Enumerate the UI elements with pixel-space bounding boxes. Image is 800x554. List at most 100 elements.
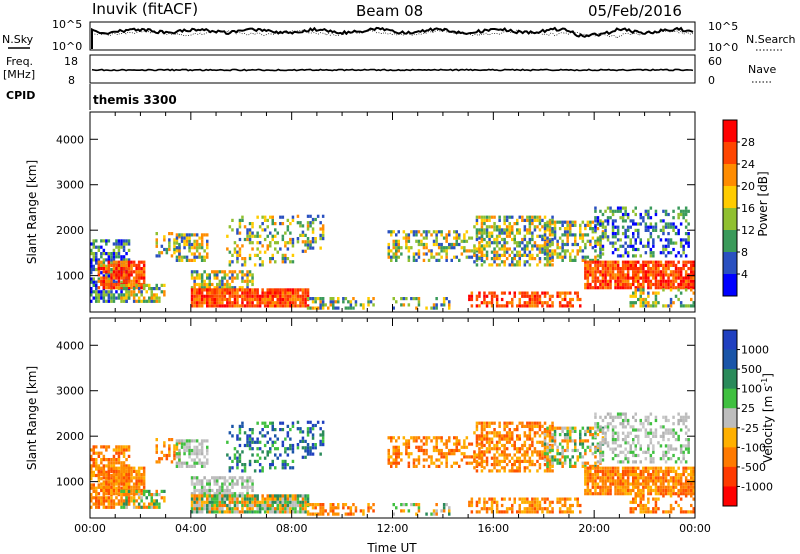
echo-cell (107, 476, 111, 480)
echo-cell (548, 237, 552, 242)
echo-cell (332, 297, 335, 301)
echo-cell (566, 442, 569, 446)
echo-cell (90, 242, 93, 246)
echo-cell (200, 461, 204, 465)
echo-cell (536, 469, 539, 473)
echo-cell (616, 238, 620, 242)
echo-cell (102, 464, 106, 468)
echo-cell (226, 453, 229, 457)
echo-cell (120, 469, 123, 473)
echo-cell (296, 240, 300, 244)
echo-cell (412, 439, 416, 443)
echo-cell (551, 426, 554, 430)
echo-cell (538, 250, 542, 254)
echo-cell (405, 297, 408, 301)
echo-cell (541, 510, 544, 514)
echo-cell (584, 476, 587, 480)
echo-cell (483, 222, 486, 226)
echo-cell (596, 216, 600, 220)
echo-cell (299, 301, 302, 305)
echo-cell (538, 453, 542, 457)
echo-cell (493, 237, 496, 242)
echo-cell (548, 431, 552, 435)
echo-cell (251, 503, 254, 508)
echo-cell (435, 503, 438, 507)
echo-cell (127, 293, 131, 297)
echo-cell (279, 507, 282, 511)
echo-cell (672, 286, 675, 290)
echo-cell (445, 255, 448, 259)
echo-cell (634, 247, 637, 252)
echo-cell (548, 469, 552, 473)
echo-cell (531, 244, 534, 248)
echo-cell (591, 286, 595, 290)
echo-cell (258, 263, 262, 267)
echo-cell (284, 297, 287, 302)
echo-cell (478, 294, 481, 298)
echo-cell (125, 242, 128, 246)
echo-cell (148, 299, 151, 303)
echo-cell (299, 297, 302, 302)
echo-cell (200, 258, 204, 262)
echo-cell (687, 209, 690, 213)
echo-cell (609, 206, 612, 210)
echo-cell (193, 288, 196, 292)
echo-cell (652, 241, 655, 245)
echo-cell (117, 286, 121, 290)
echo-cell (458, 258, 461, 262)
echo-cell (601, 479, 605, 483)
echo-cell (248, 447, 252, 451)
echo-cell (516, 428, 519, 432)
echo-cell (445, 461, 448, 465)
echo-cell (543, 507, 547, 511)
echo-cell (546, 461, 549, 465)
echo-cell (669, 488, 673, 493)
echo-cell (551, 424, 554, 428)
echo-cell (541, 301, 544, 305)
echo-cell (533, 421, 537, 425)
echo-cell (594, 209, 597, 213)
echo-cell (483, 500, 486, 504)
echo-cell (536, 297, 539, 302)
echo-cell (478, 463, 481, 467)
echo-cell (100, 458, 103, 462)
echo-cell (508, 231, 511, 235)
echo-cell (425, 458, 428, 462)
echo-cell (445, 503, 448, 507)
echo-cell (342, 297, 345, 301)
echo-cell (526, 437, 529, 441)
echo-cell (148, 489, 151, 493)
echo-cell (263, 507, 267, 511)
echo-cell (238, 253, 242, 257)
echo-cell (175, 452, 179, 456)
echo-cell (669, 270, 673, 274)
echo-cell (236, 297, 239, 302)
echo-cell (629, 225, 632, 229)
echo-cell (258, 294, 262, 298)
echo-cell (684, 279, 688, 283)
echo-cell (584, 473, 587, 477)
echo-cell (672, 482, 675, 486)
echo-cell (95, 489, 98, 493)
echo-cell (155, 447, 158, 451)
echo-cell (480, 507, 484, 511)
echo-cell (616, 263, 620, 267)
echo-cell (470, 510, 474, 514)
echo-cell (569, 426, 572, 430)
echo-cell (581, 445, 585, 449)
echo-cell (490, 421, 494, 425)
echo-cell (233, 503, 237, 508)
echo-cell (616, 476, 620, 480)
echo-cell (551, 252, 554, 256)
echo-cell (397, 452, 400, 456)
echo-cell (223, 291, 227, 295)
echo-cell (440, 436, 443, 440)
echo-cell (274, 260, 277, 264)
echo-cell (679, 286, 683, 290)
echo-cell (256, 503, 259, 508)
echo-cell (163, 235, 166, 239)
echo-cell (410, 230, 413, 234)
echo-cell (521, 215, 524, 219)
echo-cell (238, 424, 242, 428)
echo-cell (253, 288, 257, 292)
